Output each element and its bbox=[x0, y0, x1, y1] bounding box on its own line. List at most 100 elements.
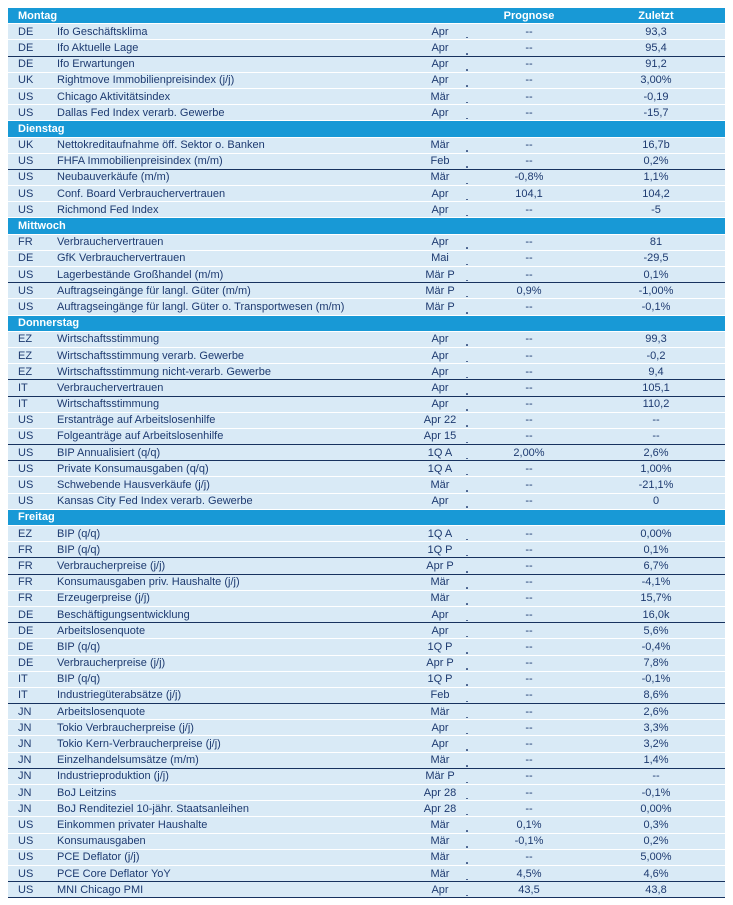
last-value: -29,5 bbox=[643, 252, 669, 265]
forecast-value: -- bbox=[525, 381, 533, 394]
forecast-value: -- bbox=[525, 25, 533, 38]
calendar-row: US Dallas Fed Index verarb. Gewerbe Apr … bbox=[8, 105, 725, 122]
calendar-row: EZ Wirtschaftsstimmung verarb. Gewerbe A… bbox=[8, 347, 725, 365]
country-code: US bbox=[18, 90, 34, 103]
country-code: EZ bbox=[18, 527, 33, 540]
forecast-value: -0,1% bbox=[514, 835, 544, 848]
forecast-value: -- bbox=[525, 252, 533, 265]
column-header-zuletzt bbox=[606, 218, 706, 233]
last-value: 1,4% bbox=[643, 754, 669, 767]
country-code: FR bbox=[18, 236, 33, 249]
last-value: -0,1% bbox=[641, 786, 671, 799]
country-code: US bbox=[18, 835, 34, 848]
period-value: Apr 22 bbox=[423, 414, 457, 427]
indicator-name: Industriegüterabsätze (j/j) bbox=[57, 689, 182, 702]
calendar-row: JN Tokio Verbraucherpreise (j/j) Apr -- … bbox=[8, 720, 725, 737]
last-value: 43,8 bbox=[645, 883, 667, 896]
country-code: DE bbox=[18, 624, 34, 637]
last-value: 95,4 bbox=[645, 41, 667, 54]
day-label: Montag bbox=[18, 9, 58, 22]
country-code: US bbox=[18, 446, 34, 459]
period-value: Mär P bbox=[425, 770, 455, 783]
last-value: 105,1 bbox=[642, 381, 670, 394]
last-value: -- bbox=[652, 770, 660, 783]
country-code: US bbox=[18, 284, 34, 297]
calendar-row: DE Ifo Aktuelle Lage Apr -- 95,4 bbox=[8, 40, 725, 57]
forecast-value: -- bbox=[525, 139, 533, 152]
forecast-value: -- bbox=[525, 365, 533, 378]
calendar-row: DE Beschäftigungsentwicklung Apr -- 16,0… bbox=[8, 606, 725, 624]
indicator-name: Einzelhandelsumsätze (m/m) bbox=[57, 754, 199, 767]
period-value: Apr P bbox=[426, 559, 454, 572]
column-header-prognose bbox=[479, 510, 579, 525]
forecast-value: -- bbox=[525, 673, 533, 686]
day-label: Mittwoch bbox=[18, 220, 66, 233]
calendar-row: US Chicago Aktivitätsindex Mär -- -0,19 bbox=[8, 88, 725, 106]
period-value: Mär bbox=[430, 592, 450, 605]
indicator-name: Private Konsumausgaben (q/q) bbox=[57, 462, 209, 475]
forecast-value: -- bbox=[525, 657, 533, 670]
period-value: Mär bbox=[430, 139, 450, 152]
column-header-zuletzt bbox=[606, 510, 706, 525]
last-value: 81 bbox=[649, 236, 663, 249]
day-header-bar: Donnerstag bbox=[8, 315, 725, 332]
country-code: DE bbox=[18, 41, 34, 54]
calendar-row: US PCE Core Deflator YoY Mär 4,5% 4,6% bbox=[8, 865, 725, 883]
last-value: 7,8% bbox=[643, 657, 669, 670]
last-value: 110,2 bbox=[642, 398, 670, 411]
calendar-row: FR Konsumausgaben priv. Haushalte (j/j) … bbox=[8, 574, 725, 591]
section-rows: DE Ifo Geschäftsklima Apr -- 93,3 DE Ifo… bbox=[8, 24, 725, 122]
calendar-row: FR Verbrauchervertrauen Apr -- 81 bbox=[8, 234, 725, 251]
day-section: Donnerstag EZ Wirtschaftsstimmung Apr --… bbox=[8, 315, 725, 510]
forecast-value: -- bbox=[525, 333, 533, 346]
calendar-row: US Folgeanträge auf Arbeitslosenhilfe Ap… bbox=[8, 428, 725, 446]
calendar-row: FR BIP (q/q) 1Q P -- 0,1% bbox=[8, 542, 725, 559]
forecast-value: -- bbox=[525, 608, 533, 621]
calendar-row: UK Rightmove Immobilienpreisindex (j/j) … bbox=[8, 72, 725, 89]
indicator-name: Lagerbestände Großhandel (m/m) bbox=[57, 268, 224, 281]
forecast-value: -- bbox=[525, 802, 533, 815]
forecast-value: -- bbox=[525, 527, 533, 540]
period-value: Mär P bbox=[425, 284, 455, 297]
indicator-name: Erzeugerpreise (j/j) bbox=[57, 592, 150, 605]
forecast-value: -- bbox=[525, 576, 533, 589]
indicator-name: Einkommen privater Haushalte bbox=[57, 818, 208, 831]
section-rows: UK Nettokreditaufnahme öff. Sektor o. Ba… bbox=[8, 137, 725, 219]
country-code: DE bbox=[18, 608, 34, 621]
period-value: Feb bbox=[430, 689, 450, 702]
column-header-zuletzt bbox=[606, 121, 706, 136]
last-value: 3,3% bbox=[643, 721, 669, 734]
country-code: EZ bbox=[18, 333, 33, 346]
last-value: 0,00% bbox=[640, 527, 672, 540]
day-section: Freitag EZ BIP (q/q) 1Q A -- 0,00% FR BI… bbox=[8, 509, 725, 899]
period-value: Mär bbox=[430, 171, 450, 184]
forecast-value: -- bbox=[525, 41, 533, 54]
country-code: DE bbox=[18, 657, 34, 670]
forecast-value: -- bbox=[525, 414, 533, 427]
country-code: US bbox=[18, 430, 34, 443]
country-code: IT bbox=[18, 673, 28, 686]
last-value: 16,7b bbox=[642, 139, 670, 152]
period-value: Apr bbox=[431, 721, 449, 734]
country-code: US bbox=[18, 300, 34, 313]
indicator-name: Chicago Aktivitätsindex bbox=[57, 90, 171, 103]
forecast-value: -- bbox=[525, 268, 533, 281]
period-value: Mär bbox=[430, 851, 450, 864]
indicator-name: Arbeitslosenquote bbox=[57, 624, 146, 637]
calendar-row: US BIP Annualisiert (q/q) 1Q A 2,00% 2,6… bbox=[8, 445, 725, 462]
period-value: Apr 15 bbox=[423, 430, 457, 443]
last-value: -- bbox=[652, 414, 660, 427]
forecast-value: -0,8% bbox=[514, 171, 544, 184]
column-header-prognose bbox=[479, 121, 579, 136]
calendar-row: DE Ifo Erwartungen Apr -- 91,2 bbox=[8, 56, 725, 73]
forecast-value: -- bbox=[525, 851, 533, 864]
forecast-value: -- bbox=[525, 689, 533, 702]
last-value: -0,1% bbox=[641, 300, 671, 313]
calendar-row: FR Verbraucherpreise (j/j) Apr P -- 6,7% bbox=[8, 558, 725, 575]
country-code: FR bbox=[18, 592, 33, 605]
forecast-value: -- bbox=[525, 300, 533, 313]
period-value: Apr bbox=[431, 41, 449, 54]
indicator-name: Ifo Erwartungen bbox=[57, 58, 135, 71]
country-code: US bbox=[18, 203, 34, 216]
last-value: 16,0k bbox=[642, 608, 670, 621]
